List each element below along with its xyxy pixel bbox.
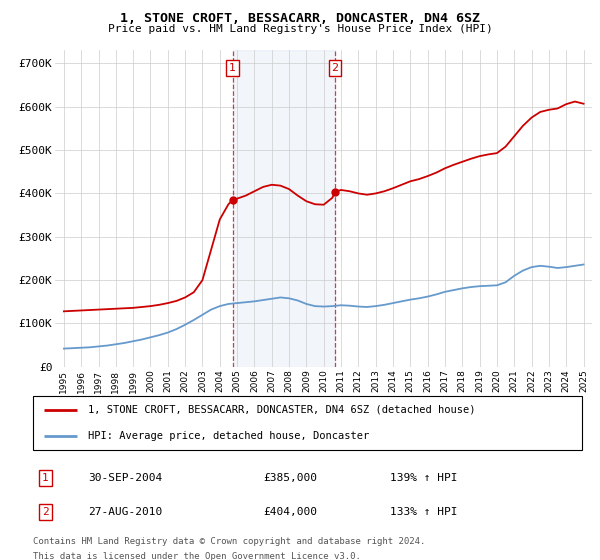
Text: 1, STONE CROFT, BESSACARR, DONCASTER, DN4 6SZ (detached house): 1, STONE CROFT, BESSACARR, DONCASTER, DN… bbox=[88, 405, 475, 415]
Text: 27-AUG-2010: 27-AUG-2010 bbox=[88, 507, 162, 517]
Text: HPI: Average price, detached house, Doncaster: HPI: Average price, detached house, Donc… bbox=[88, 431, 369, 441]
Text: This data is licensed under the Open Government Licence v3.0.: This data is licensed under the Open Gov… bbox=[33, 552, 361, 560]
Text: £385,000: £385,000 bbox=[263, 473, 317, 483]
Text: 1: 1 bbox=[42, 473, 49, 483]
Text: 2: 2 bbox=[331, 63, 338, 73]
Text: Price paid vs. HM Land Registry's House Price Index (HPI): Price paid vs. HM Land Registry's House … bbox=[107, 24, 493, 34]
Text: 1, STONE CROFT, BESSACARR, DONCASTER, DN4 6SZ: 1, STONE CROFT, BESSACARR, DONCASTER, DN… bbox=[120, 12, 480, 25]
Text: 1: 1 bbox=[229, 63, 236, 73]
Text: 2: 2 bbox=[42, 507, 49, 517]
Text: Contains HM Land Registry data © Crown copyright and database right 2024.: Contains HM Land Registry data © Crown c… bbox=[33, 537, 425, 546]
Text: £404,000: £404,000 bbox=[263, 507, 317, 517]
Text: 133% ↑ HPI: 133% ↑ HPI bbox=[390, 507, 457, 517]
FancyBboxPatch shape bbox=[33, 396, 582, 450]
Bar bbox=[233, 50, 335, 367]
Text: 30-SEP-2004: 30-SEP-2004 bbox=[88, 473, 162, 483]
Text: 139% ↑ HPI: 139% ↑ HPI bbox=[390, 473, 457, 483]
